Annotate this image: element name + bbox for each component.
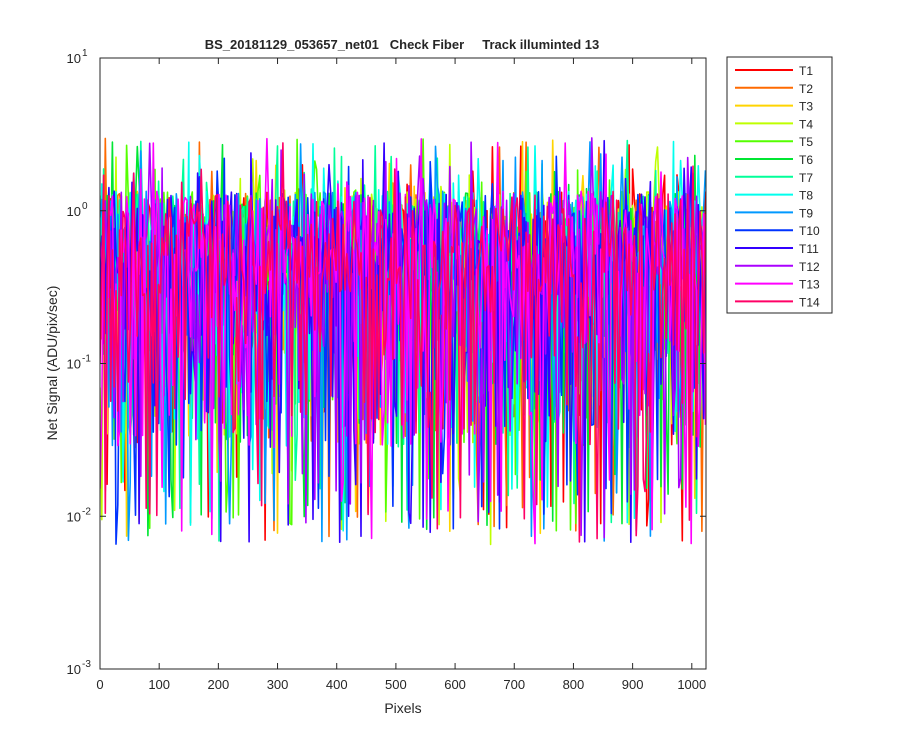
legend-label: T3 (799, 100, 813, 114)
y-tick-label: 10 -1 (67, 354, 92, 372)
legend-item: T2 (735, 82, 813, 96)
y-tick-exponent: -3 (82, 659, 91, 670)
x-tick-label: 900 (622, 677, 644, 692)
y-tick-base: 10 (67, 51, 81, 66)
legend-item: T6 (735, 153, 813, 167)
x-tick-label: 700 (503, 677, 525, 692)
y-tick-base: 10 (67, 509, 81, 524)
legend-item: T8 (735, 189, 813, 203)
legend-label: T14 (799, 295, 820, 309)
legend-item: T11 (735, 242, 819, 256)
y-tick-label: 10 -3 (67, 659, 92, 677)
legend-label: T5 (799, 135, 813, 149)
legend-label: T1 (799, 64, 813, 78)
y-tick-label: 10 -2 (67, 506, 92, 524)
chart-title: BS_20181129_053657_net01 Check Fiber Tra… (205, 37, 600, 52)
x-axis-label: Pixels (384, 700, 421, 716)
legend-item: T1 (735, 64, 813, 78)
legend-label: T4 (799, 117, 813, 131)
x-tick-label: 200 (208, 677, 230, 692)
legend-item: T12 (735, 260, 820, 274)
x-tick-label: 800 (563, 677, 585, 692)
y-tick-base: 10 (67, 357, 81, 372)
x-tick-label: 0 (96, 677, 103, 692)
legend-item: T3 (735, 100, 813, 114)
legend-label: T7 (799, 171, 813, 185)
legend-label: T2 (799, 82, 813, 96)
y-tick-exponent: 1 (82, 48, 88, 59)
x-tick-label: 100 (148, 677, 170, 692)
legend-item: T4 (735, 117, 813, 131)
x-tick-label: 1000 (677, 677, 706, 692)
legend-item: T10 (735, 224, 820, 238)
x-tick-label: 600 (444, 677, 466, 692)
tick-layer: 0 100 200 300 400 500 600 700 800 900 100010-310-2… (67, 48, 707, 692)
legend-item: T14 (735, 295, 820, 309)
legend-label: T10 (799, 224, 820, 238)
legend-label: T12 (799, 260, 820, 274)
legend-label: T6 (799, 153, 813, 167)
legend-item: T9 (735, 206, 813, 220)
y-tick-exponent: -2 (82, 506, 91, 517)
legend: T1 T2 T3 T4 T5 T6 T7 T8 T9 T10 T11 T12 T13 T14 (726, 56, 833, 314)
legend-box (726, 56, 833, 314)
y-axis-label: Net Signal (ADU/pix/sec) (44, 286, 60, 441)
y-tick-exponent: 0 (82, 201, 88, 212)
x-tick-label: 400 (326, 677, 348, 692)
y-tick-label: 10 0 (67, 201, 88, 219)
y-tick-exponent: -1 (82, 354, 91, 365)
legend-items: T1 T2 T3 T4 T5 T6 T7 T8 T9 T10 T11 T12 T13 T14 (735, 64, 820, 309)
legend-item: T5 (735, 135, 813, 149)
legend-item: T13 (735, 278, 820, 292)
legend-label: T11 (799, 242, 819, 256)
y-tick-base: 10 (67, 662, 81, 677)
legend-label: T8 (799, 189, 813, 203)
series-layer (100, 137, 706, 546)
legend-label: T9 (799, 206, 813, 220)
x-tick-label: 500 (385, 677, 407, 692)
y-tick-label: 10 1 (67, 48, 88, 66)
legend-label: T13 (799, 278, 820, 292)
series-line-t14 (100, 142, 706, 543)
x-tick-label: 300 (267, 677, 289, 692)
y-tick-base: 10 (67, 204, 81, 219)
legend-item: T7 (735, 171, 813, 185)
